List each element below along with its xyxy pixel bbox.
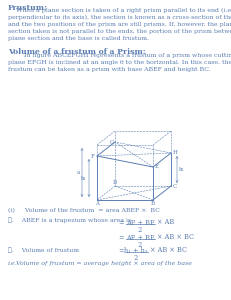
Text: × AB × BC: × AB × BC <box>150 246 187 254</box>
Text: i.e.: i.e. <box>8 261 18 266</box>
Text: ∴.    ABEF is a trapezium whose area is: ∴. ABEF is a trapezium whose area is <box>8 217 131 223</box>
Text: ∴.    Volume of frustum: ∴. Volume of frustum <box>8 247 79 253</box>
Text: h₁ + h₂: h₁ + h₂ <box>124 247 148 255</box>
Text: B: B <box>151 201 155 206</box>
Text: E: E <box>155 164 159 169</box>
Text: AF + BE: AF + BE <box>126 234 155 242</box>
Text: =: = <box>118 247 124 255</box>
Text: H: H <box>173 151 178 155</box>
Text: =: = <box>118 219 124 227</box>
Text: × AB: × AB <box>157 218 174 226</box>
Text: In figure ABCEFGHI represents a frustum of a prism whose cutting
plane EFGH is i: In figure ABCEFGHI represents a frustum … <box>8 53 231 72</box>
Text: Frustum:: Frustum: <box>8 4 48 12</box>
Text: 2: 2 <box>138 241 142 249</box>
Text: 2: 2 <box>138 226 142 234</box>
Text: Volume of a frustum of a Prism:: Volume of a frustum of a Prism: <box>8 48 146 56</box>
Text: 2: 2 <box>134 254 138 262</box>
Text: =: = <box>118 234 124 242</box>
Text: (i)     Volume of the frustum  = area ABEF ×  BC: (i) Volume of the frustum = area ABEF × … <box>8 208 160 213</box>
Text: a: a <box>77 170 80 175</box>
Text: A: A <box>95 201 99 206</box>
Text: h₂: h₂ <box>179 167 184 172</box>
Text: D: D <box>113 180 117 185</box>
Text: × AB × BC: × AB × BC <box>157 233 194 241</box>
Text: h₁: h₁ <box>81 176 86 181</box>
Text: Volume of frustum = average height × area of the base: Volume of frustum = average height × are… <box>8 261 192 266</box>
Text: G: G <box>110 140 114 145</box>
Text: F: F <box>91 154 95 158</box>
Text: When a plane section is taken of a right prism parallel to its end (i.e.,
perpen: When a plane section is taken of a right… <box>8 8 231 41</box>
Text: C: C <box>173 184 177 188</box>
Text: AF + BE: AF + BE <box>126 219 155 227</box>
